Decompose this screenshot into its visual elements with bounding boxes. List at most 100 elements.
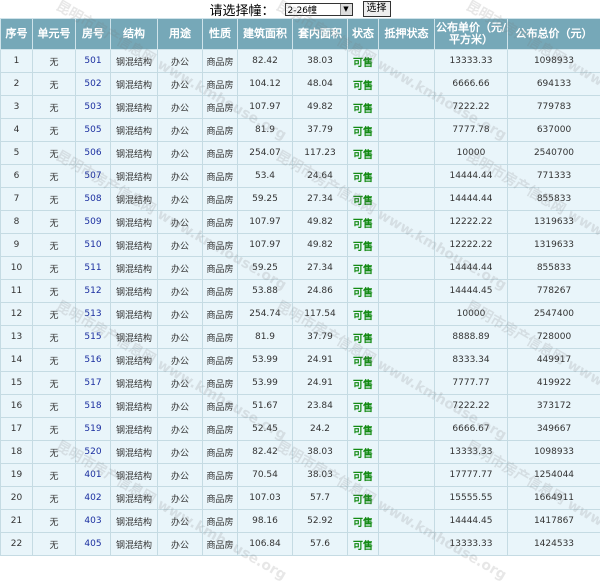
- room-link-cell[interactable]: 511: [76, 257, 111, 280]
- building-area-cell: 82.42: [238, 441, 293, 464]
- property-type-cell: 商品房: [203, 510, 238, 533]
- usage-cell: 办公: [158, 257, 203, 280]
- mortgage-status-cell: [379, 50, 435, 73]
- unit-cell: 无: [33, 487, 76, 510]
- building-area-cell: 106.84: [238, 533, 293, 556]
- building-area-cell: 254.74: [238, 303, 293, 326]
- room-link-cell[interactable]: 503: [76, 96, 111, 119]
- room-link-cell[interactable]: 517: [76, 372, 111, 395]
- unit-cell: 无: [33, 50, 76, 73]
- property-type-cell: 商品房: [203, 50, 238, 73]
- column-header: 性质: [203, 19, 238, 50]
- unit-cell: 无: [33, 418, 76, 441]
- structure-cell: 钢混结构: [111, 96, 158, 119]
- room-link-cell[interactable]: 515: [76, 326, 111, 349]
- usage-cell: 办公: [158, 418, 203, 441]
- building-area-cell: 53.99: [238, 349, 293, 372]
- mortgage-status-cell: [379, 119, 435, 142]
- room-link-cell[interactable]: 518: [76, 395, 111, 418]
- room-link-cell[interactable]: 403: [76, 510, 111, 533]
- total-price-cell: 855833: [508, 257, 600, 280]
- select-button[interactable]: 选择: [363, 1, 391, 17]
- unit-price-cell: 14444.44: [435, 257, 508, 280]
- total-price-cell: 373172: [508, 395, 600, 418]
- usage-cell: 办公: [158, 142, 203, 165]
- room-link-cell[interactable]: 519: [76, 418, 111, 441]
- inner-area-cell: 37.79: [293, 326, 348, 349]
- status-cell: 可售: [348, 464, 379, 487]
- room-link-cell[interactable]: 512: [76, 280, 111, 303]
- inner-area-cell: 24.91: [293, 372, 348, 395]
- room-link-cell[interactable]: 513: [76, 303, 111, 326]
- unit-price-cell: 15555.55: [435, 487, 508, 510]
- status-cell: 可售: [348, 533, 379, 556]
- mortgage-status-cell: [379, 533, 435, 556]
- index-cell: 15: [1, 372, 33, 395]
- property-type-cell: 商品房: [203, 326, 238, 349]
- index-cell: 14: [1, 349, 33, 372]
- status-cell: 可售: [348, 73, 379, 96]
- room-link-cell[interactable]: 505: [76, 119, 111, 142]
- building-area-cell: 104.12: [238, 73, 293, 96]
- room-link-cell[interactable]: 508: [76, 188, 111, 211]
- structure-cell: 钢混结构: [111, 188, 158, 211]
- usage-cell: 办公: [158, 326, 203, 349]
- building-area-cell: 107.97: [238, 234, 293, 257]
- structure-cell: 钢混结构: [111, 211, 158, 234]
- unit-price-cell: 10000: [435, 142, 508, 165]
- room-link-cell[interactable]: 501: [76, 50, 111, 73]
- room-link-cell[interactable]: 520: [76, 441, 111, 464]
- inner-area-cell: 52.92: [293, 510, 348, 533]
- unit-cell: 无: [33, 257, 76, 280]
- room-link-cell[interactable]: 516: [76, 349, 111, 372]
- unit-cell: 无: [33, 464, 76, 487]
- room-link-cell[interactable]: 502: [76, 73, 111, 96]
- room-link-cell[interactable]: 509: [76, 211, 111, 234]
- unit-cell: 无: [33, 326, 76, 349]
- usage-cell: 办公: [158, 349, 203, 372]
- index-cell: 6: [1, 165, 33, 188]
- structure-cell: 钢混结构: [111, 165, 158, 188]
- building-area-cell: 98.16: [238, 510, 293, 533]
- structure-cell: 钢混结构: [111, 50, 158, 73]
- mortgage-status-cell: [379, 234, 435, 257]
- column-header: 套内面积: [293, 19, 348, 50]
- unit-price-cell: 12222.22: [435, 211, 508, 234]
- unit-price-cell: 7777.77: [435, 372, 508, 395]
- inner-area-cell: 57.6: [293, 533, 348, 556]
- unit-price-cell: 17777.77: [435, 464, 508, 487]
- building-area-cell: 81.9: [238, 326, 293, 349]
- unit-price-cell: 13333.33: [435, 441, 508, 464]
- room-link-cell[interactable]: 402: [76, 487, 111, 510]
- room-link-cell[interactable]: 401: [76, 464, 111, 487]
- usage-cell: 办公: [158, 395, 203, 418]
- inner-area-cell: 38.03: [293, 50, 348, 73]
- structure-cell: 钢混结构: [111, 464, 158, 487]
- total-price-cell: 1664911: [508, 487, 600, 510]
- room-link-cell[interactable]: 510: [76, 234, 111, 257]
- room-link-cell[interactable]: 507: [76, 165, 111, 188]
- property-type-cell: 商品房: [203, 257, 238, 280]
- room-link-cell[interactable]: 405: [76, 533, 111, 556]
- status-cell: 可售: [348, 50, 379, 73]
- index-cell: 19: [1, 464, 33, 487]
- total-price-cell: 1424533: [508, 533, 600, 556]
- column-header: 状态: [348, 19, 379, 50]
- total-price-cell: 771333: [508, 165, 600, 188]
- unit-price-cell: 10000: [435, 303, 508, 326]
- mortgage-status-cell: [379, 73, 435, 96]
- building-select[interactable]: 2-26幢▼: [285, 3, 353, 16]
- unit-price-cell: 8888.89: [435, 326, 508, 349]
- unit-cell: 无: [33, 188, 76, 211]
- status-cell: 可售: [348, 165, 379, 188]
- room-link-cell[interactable]: 506: [76, 142, 111, 165]
- column-header: 抵押状态: [379, 19, 435, 50]
